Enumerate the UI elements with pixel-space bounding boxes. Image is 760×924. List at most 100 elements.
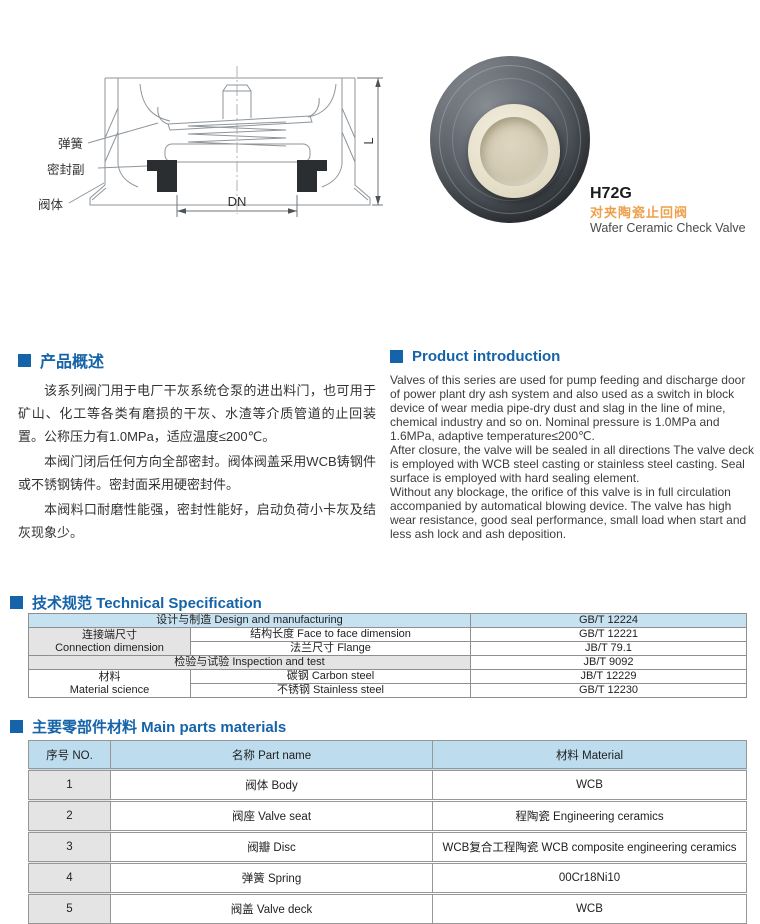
spec-inspection-label: 检验与试验 Inspection and test bbox=[28, 655, 471, 670]
section-product-introduction: Product introduction Valves of this seri… bbox=[390, 348, 756, 541]
spec-connection-label-zh: 连接端尺寸 bbox=[82, 628, 137, 641]
dn-dimension-label: DN bbox=[228, 194, 247, 209]
table-row: 设计与制造 Design and manufacturing GB/T 1222… bbox=[28, 613, 747, 628]
part-no: 1 bbox=[28, 768, 111, 801]
spec-material-label-en: Material science bbox=[69, 683, 150, 696]
label-spring: 弹簧 bbox=[58, 136, 83, 151]
dn-arrow-right bbox=[288, 208, 297, 214]
leader-lines bbox=[68, 122, 159, 204]
part-no: 2 bbox=[28, 799, 111, 832]
part-material: WCB bbox=[432, 892, 747, 924]
spring-retainer-plate bbox=[157, 97, 320, 131]
product-photo bbox=[430, 56, 590, 223]
spec-flange-value: JB/T 79.1 bbox=[470, 641, 747, 656]
ceramic-seat bbox=[468, 104, 560, 198]
parts-header-material: 材料 Material bbox=[432, 740, 747, 770]
blue-square-bullet-icon bbox=[10, 720, 23, 733]
valve-disc bbox=[164, 143, 311, 163]
spec-carbon-label: 碳钢 Carbon steel bbox=[190, 669, 471, 684]
bonnet-arm-right bbox=[307, 83, 337, 118]
valve-section-drawing: DN L 弹簧 密封副 阀体 bbox=[20, 40, 395, 240]
spec-design-value: GB/T 12224 bbox=[470, 613, 747, 628]
part-no: 3 bbox=[28, 830, 111, 863]
main-parts-materials-table: 序号 NO. 名称 Part name 材料 Material 1 阀体 Bod… bbox=[28, 740, 747, 924]
part-name: 阀座 Valve seat bbox=[110, 799, 433, 832]
spring-coil bbox=[187, 121, 287, 147]
part-name: 阀瓣 Disc bbox=[110, 830, 433, 863]
spec-carbon-value: JB/T 12229 bbox=[470, 669, 747, 684]
blue-square-bullet-icon bbox=[10, 596, 23, 609]
part-material: 00Cr18Ni10 bbox=[432, 861, 747, 894]
seal-block-left bbox=[147, 160, 177, 192]
product-name-zh: 对夹陶瓷止回阀 bbox=[590, 205, 689, 221]
overview-heading: 产品概述 bbox=[18, 348, 376, 372]
l-dimension-label: L bbox=[361, 137, 376, 144]
seal-block-right bbox=[297, 160, 327, 192]
section-product-overview: 产品概述 该系列阀门用于电厂干灰系统仓泵的进出料门，也可用于矿山、化工等各类有磨… bbox=[18, 348, 376, 546]
introduction-title: Product introduction bbox=[412, 348, 561, 365]
part-name: 阀体 Body bbox=[110, 768, 433, 801]
part-name: 阀盖 Valve deck bbox=[110, 892, 433, 924]
spec-stainless-label: 不锈钢 Stainless steel bbox=[190, 683, 471, 698]
product-caption: H72G 对夹陶瓷止回阀 Wafer Ceramic Check Valve bbox=[590, 184, 746, 236]
label-valve-body: 阀体 bbox=[38, 198, 64, 212]
spec-connection-label: 连接端尺寸 Connection dimension bbox=[28, 627, 191, 656]
overview-paragraph: 本阀门闭后任何方向全部密封。阀体阀盖采用WCB铸钢件或不锈钢铸件。密封面采用硬密… bbox=[18, 454, 376, 492]
valve-body-outline bbox=[89, 77, 371, 206]
valve-drawing-svg: DN L 弹簧 密封副 阀体 bbox=[38, 66, 383, 217]
spec-section-heading: 技术规范 Technical Specification bbox=[10, 592, 262, 613]
l-dimension-lines bbox=[357, 77, 383, 206]
spec-design-label: 设计与制造 Design and manufacturing bbox=[28, 613, 471, 628]
part-material: 程陶瓷 Engineering ceramics bbox=[432, 799, 747, 832]
l-arrow-top bbox=[375, 78, 381, 87]
part-no: 5 bbox=[28, 892, 111, 924]
spec-section-title: 技术规范 Technical Specification bbox=[32, 595, 262, 612]
table-row: 材料 Material science 碳钢 Carbon steel JB/T… bbox=[28, 669, 747, 698]
blue-square-bullet-icon bbox=[390, 350, 403, 363]
l-arrow-bottom bbox=[375, 196, 381, 205]
part-material: WCB bbox=[432, 768, 747, 801]
parts-section-heading: 主要零部件材料 Main parts materials bbox=[10, 716, 286, 737]
table-row: 3 阀瓣 Disc WCB复合工程陶瓷 WCB composite engine… bbox=[28, 830, 747, 863]
dn-dimension-lines bbox=[176, 195, 298, 217]
valve-photo-disc bbox=[430, 56, 590, 223]
product-model: H72G bbox=[590, 185, 632, 202]
valve-inner-wall-right bbox=[321, 78, 343, 188]
valve-bore bbox=[480, 116, 548, 186]
overview-title: 产品概述 bbox=[40, 354, 105, 371]
table-row: 2 阀座 Valve seat 程陶瓷 Engineering ceramics bbox=[28, 799, 747, 832]
spec-stainless-value: GB/T 12230 bbox=[470, 683, 747, 698]
dn-arrow-left bbox=[177, 208, 186, 214]
part-material: WCB复合工程陶瓷 WCB composite engineering cera… bbox=[432, 830, 747, 863]
spec-material-label: 材料 Material science bbox=[28, 669, 191, 698]
introduction-heading: Product introduction bbox=[390, 348, 756, 365]
introduction-paragraph: Without any blockage, the orifice of thi… bbox=[390, 485, 747, 541]
spec-connection-label-en: Connection dimension bbox=[55, 641, 164, 654]
spec-face-value: GB/T 12221 bbox=[470, 627, 747, 642]
spec-inspection-value: JB/T 9092 bbox=[470, 655, 747, 670]
photo-ring-groove-outer bbox=[439, 65, 581, 214]
technical-specification-table: 设计与制造 Design and manufacturing GB/T 1222… bbox=[28, 613, 747, 698]
spec-flange-label: 法兰尺寸 Flange bbox=[190, 641, 471, 656]
overview-body: 该系列阀门用于电厂干灰系统仓泵的进出料门，也可用于矿山、化工等各类有磨损的干灰、… bbox=[18, 379, 376, 544]
table-header-row: 序号 NO. 名称 Part name 材料 Material bbox=[28, 740, 747, 770]
bonnet-arm-left bbox=[139, 83, 171, 122]
table-row: 不锈钢 Stainless steel GB/T 12230 bbox=[29, 683, 747, 698]
table-row: 检验与试验 Inspection and test JB/T 9092 bbox=[28, 655, 747, 670]
overview-paragraph: 该系列阀门用于电厂干灰系统仓泵的进出料门，也可用于矿山、化工等各类有磨损的干灰、… bbox=[18, 383, 376, 444]
label-seal-pair: 密封副 bbox=[47, 162, 85, 177]
introduction-paragraph: After closure, the valve will be sealed … bbox=[390, 443, 754, 485]
parts-header-no: 序号 NO. bbox=[28, 740, 111, 770]
table-row: 5 阀盖 Valve deck WCB bbox=[28, 892, 747, 924]
blue-square-bullet-icon bbox=[18, 353, 31, 367]
part-no: 4 bbox=[28, 861, 111, 894]
spec-material-label-zh: 材料 bbox=[98, 670, 121, 683]
table-row: 1 阀体 Body WCB bbox=[28, 768, 747, 801]
product-name-en: Wafer Ceramic Check Valve bbox=[590, 220, 746, 235]
parts-section-title: 主要零部件材料 Main parts materials bbox=[32, 719, 287, 736]
parts-header-name: 名称 Part name bbox=[110, 740, 433, 770]
introduction-body: Valves of this series are used for pump … bbox=[390, 373, 756, 541]
valve-inner-wall-left bbox=[117, 78, 139, 188]
introduction-paragraph: Valves of this series are used for pump … bbox=[390, 373, 746, 443]
table-row: 连接端尺寸 Connection dimension 结构长度 Face to … bbox=[28, 627, 747, 656]
